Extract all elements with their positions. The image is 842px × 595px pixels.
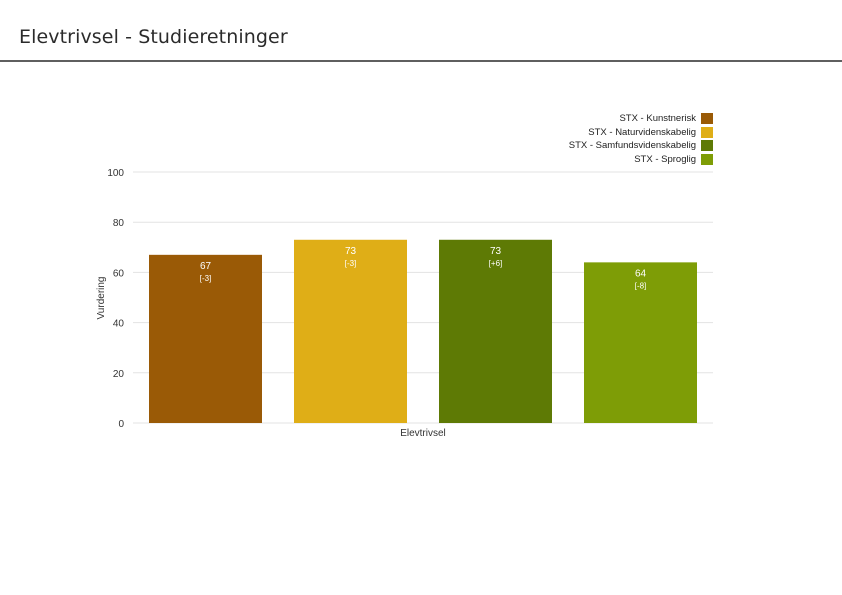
y-tick-label: 40 (113, 319, 125, 330)
y-axis-label: Vurdering (96, 277, 107, 320)
bar (439, 239, 552, 423)
legend-label: STX - Kunstnerisk (619, 113, 696, 125)
legend-swatch (701, 126, 713, 138)
page-header: Elevtrivsel - Studieretninger (0, 0, 842, 62)
bar-change-label: [-8] (635, 281, 647, 290)
chart-legend: STX - Kunstnerisk STX - Naturvidenskabeli… (453, 112, 713, 166)
y-tick-label: 100 (107, 168, 124, 179)
page-title: Elevtrivsel - Studieretninger (19, 26, 288, 48)
y-tick-label: 80 (113, 218, 125, 229)
bar-value-label: 73 (490, 246, 502, 257)
legend-label: STX - Naturvidenskabelig (588, 126, 696, 138)
bar (294, 239, 407, 423)
bar (584, 262, 697, 423)
bar-change-label: [-3] (200, 274, 212, 283)
legend-swatch (701, 153, 713, 165)
legend-item: STX - Samfundsvidenskabelig (453, 139, 713, 153)
legend-label: STX - Sproglig (634, 153, 696, 165)
legend-item: STX - Naturvidenskabelig (453, 126, 713, 140)
legend-swatch (701, 113, 713, 125)
legend-item: STX - Kunstnerisk (453, 112, 713, 126)
y-tick-label: 20 (113, 369, 125, 380)
bar-value-label: 73 (345, 246, 357, 257)
legend-item: STX - Sproglig (453, 153, 713, 167)
legend-swatch (701, 140, 713, 152)
bar-value-label: 64 (635, 268, 647, 279)
legend-label: STX - Samfundsvidenskabelig (568, 140, 696, 152)
x-axis-label: Elevtrivsel (400, 428, 446, 439)
y-tick-label: 60 (113, 268, 125, 279)
bar-value-label: 67 (200, 261, 212, 272)
y-tick-label: 0 (118, 419, 124, 430)
bar-change-label: [+6] (489, 259, 503, 268)
bar-change-label: [-3] (345, 259, 357, 268)
bar (149, 254, 262, 423)
